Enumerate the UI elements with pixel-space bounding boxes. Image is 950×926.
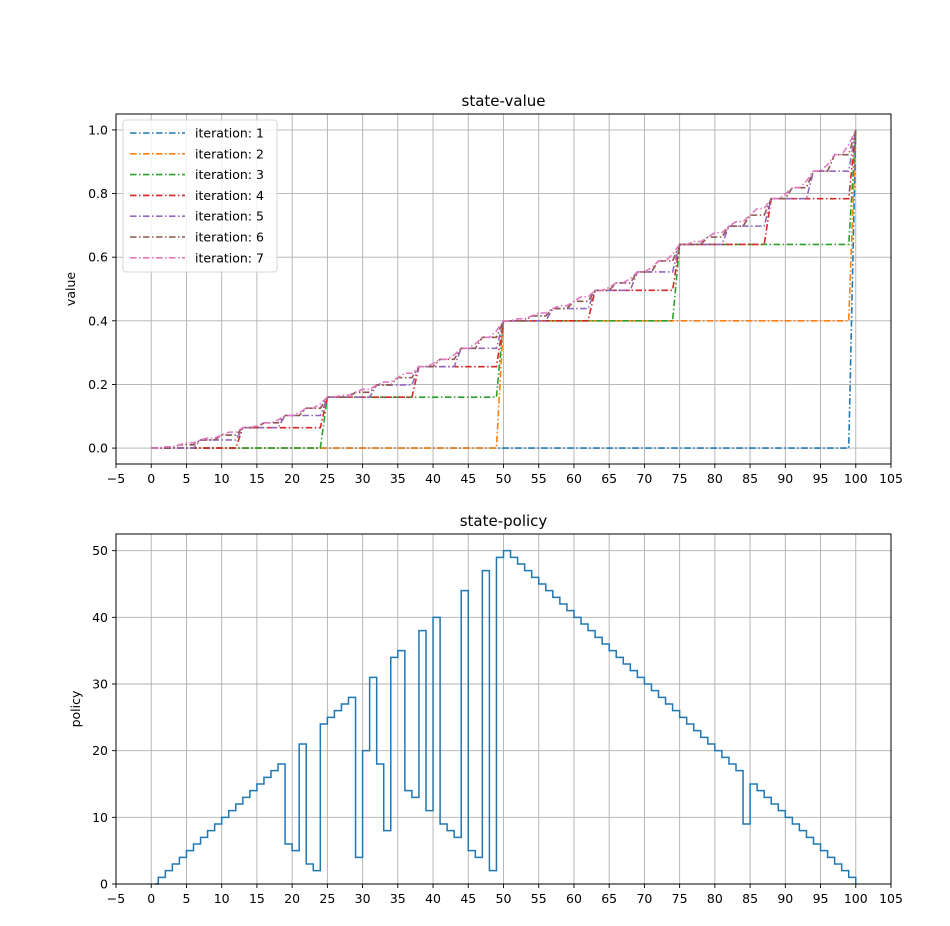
- y-tick-label: 1.0: [88, 122, 108, 137]
- legend-label: iteration: 6: [195, 230, 264, 245]
- x-tick-label: 65: [601, 471, 617, 486]
- x-tick-label: 60: [566, 891, 582, 906]
- x-tick-label: 70: [636, 471, 652, 486]
- x-tick-label: 0: [147, 891, 155, 906]
- x-tick-label: 40: [425, 891, 441, 906]
- value-series-line: [151, 129, 857, 449]
- x-tick-label: 70: [636, 891, 652, 906]
- x-tick-label: 90: [777, 471, 793, 486]
- x-tick-label: 85: [742, 891, 758, 906]
- x-axis-ticks: −5 0 5 10 15 20 25 30 35 40 45 50 55 60 65 70 75 80 85 90 95…: [107, 884, 903, 906]
- state-policy-chart: −5 0 5 10 15 20 25 30 35 40 45 50 55 60 65 70 75 80 85 90 95…: [68, 512, 903, 906]
- chart-title: state-policy: [460, 512, 548, 530]
- y-tick-label: 0.4: [88, 313, 108, 328]
- legend-label: iteration: 5: [195, 209, 264, 224]
- x-tick-label: 35: [390, 891, 406, 906]
- legend-label: iteration: 1: [195, 126, 264, 141]
- x-tick-label: 30: [355, 891, 371, 906]
- legend: iteration: 1 iteration: 2 iteration: 3 iter…: [122, 119, 278, 273]
- y-axis-label: policy: [68, 690, 83, 727]
- x-tick-label: 55: [531, 891, 547, 906]
- y-tick-label: 0.2: [88, 377, 108, 392]
- value-series-line: [151, 129, 857, 449]
- y-axis-label: value: [63, 272, 78, 306]
- y-tick-label: 0.6: [88, 250, 108, 265]
- y-tick-label: 0.0: [88, 441, 108, 456]
- chart-title: state-value: [462, 92, 546, 110]
- x-tick-label: −5: [107, 891, 125, 906]
- x-tick-label: 15: [249, 891, 265, 906]
- y-tick-label: 50: [92, 543, 108, 558]
- x-tick-label: 60: [566, 471, 582, 486]
- x-tick-label: 105: [879, 471, 903, 486]
- x-tick-label: 25: [319, 471, 335, 486]
- x-tick-label: 5: [182, 471, 190, 486]
- y-tick-label: 20: [92, 743, 108, 758]
- legend-label: iteration: 7: [195, 250, 264, 265]
- x-tick-label: 65: [601, 891, 617, 906]
- value-series-line: [151, 129, 857, 449]
- x-tick-label: 85: [742, 471, 758, 486]
- x-tick-label: 15: [249, 471, 265, 486]
- y-tick-label: 0.8: [88, 186, 108, 201]
- y-tick-label: 10: [92, 810, 108, 825]
- x-tick-label: 95: [813, 471, 829, 486]
- x-tick-label: 40: [425, 471, 441, 486]
- x-tick-label: 50: [496, 471, 512, 486]
- x-tick-label: 10: [214, 891, 230, 906]
- x-tick-label: 35: [390, 471, 406, 486]
- legend-label: iteration: 3: [195, 167, 264, 182]
- y-tick-label: 30: [92, 677, 108, 692]
- x-tick-label: 90: [777, 891, 793, 906]
- policy-line: [154, 549, 857, 885]
- x-tick-label: 105: [879, 891, 903, 906]
- x-tick-label: 55: [531, 471, 547, 486]
- x-tick-label: 50: [496, 891, 512, 906]
- x-tick-label: 10: [214, 471, 230, 486]
- value-lines: [151, 129, 857, 449]
- x-tick-label: 45: [460, 891, 476, 906]
- state-value-chart: −5 0 5 10 15 20 25 30 35 40 45 50 55 60 65 70 75 80 85 90 95…: [63, 92, 903, 486]
- x-tick-label: 30: [355, 471, 371, 486]
- legend-label: iteration: 4: [195, 188, 264, 203]
- x-tick-label: 100: [844, 891, 868, 906]
- x-tick-label: 25: [319, 891, 335, 906]
- x-tick-label: 95: [813, 891, 829, 906]
- value-series-line: [151, 129, 857, 449]
- y-axis-ticks: 0 10 20 30 40 50: [92, 543, 116, 892]
- x-tick-label: −5: [107, 471, 125, 486]
- x-tick-label: 45: [460, 471, 476, 486]
- x-tick-label: 80: [707, 891, 723, 906]
- x-tick-label: 0: [147, 471, 155, 486]
- y-axis-ticks: 0.0 0.2 0.4 0.6 0.8 1.0: [88, 122, 116, 456]
- x-tick-label: 75: [672, 891, 688, 906]
- legend-label: iteration: 2: [195, 146, 264, 161]
- y-tick-label: 0: [100, 877, 108, 892]
- x-tick-label: 100: [844, 471, 868, 486]
- x-tick-label: 20: [284, 891, 300, 906]
- x-axis-ticks: −5 0 5 10 15 20 25 30 35 40 45 50 55 60 65 70 75 80 85 90 95…: [107, 464, 903, 486]
- x-tick-label: 5: [182, 891, 190, 906]
- x-tick-label: 20: [284, 471, 300, 486]
- x-tick-label: 75: [672, 471, 688, 486]
- y-tick-label: 40: [92, 610, 108, 625]
- policy-step-line: [154, 549, 857, 885]
- x-tick-label: 80: [707, 471, 723, 486]
